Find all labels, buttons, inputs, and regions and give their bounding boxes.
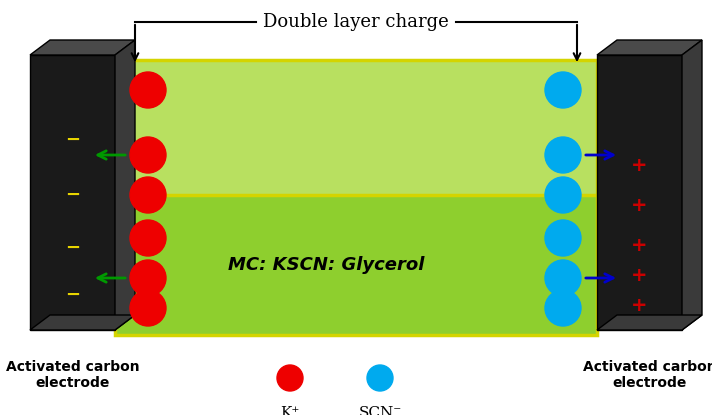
Text: +: + — [632, 266, 648, 285]
Text: +: + — [632, 156, 648, 174]
Polygon shape — [597, 315, 702, 330]
Text: +: + — [632, 235, 648, 254]
Polygon shape — [115, 195, 597, 335]
Circle shape — [130, 290, 166, 326]
Circle shape — [130, 137, 166, 173]
Circle shape — [130, 220, 166, 256]
Circle shape — [130, 260, 166, 296]
Circle shape — [545, 220, 581, 256]
Polygon shape — [30, 40, 135, 55]
Polygon shape — [115, 40, 135, 330]
Circle shape — [545, 177, 581, 213]
Text: SCN⁻: SCN⁻ — [358, 406, 402, 415]
Circle shape — [545, 72, 581, 108]
Text: K⁺: K⁺ — [281, 406, 300, 415]
Text: −: − — [65, 239, 80, 257]
Polygon shape — [115, 60, 597, 195]
Circle shape — [367, 365, 393, 391]
Polygon shape — [30, 315, 135, 330]
Text: +: + — [632, 295, 648, 315]
Circle shape — [130, 177, 166, 213]
Polygon shape — [597, 40, 702, 55]
Text: Activated carbon
electrode: Activated carbon electrode — [582, 360, 712, 390]
Circle shape — [545, 290, 581, 326]
Circle shape — [545, 137, 581, 173]
Text: −: − — [65, 186, 80, 204]
Circle shape — [130, 72, 166, 108]
Bar — [597, 55, 682, 330]
Text: Activated carbon
electrode: Activated carbon electrode — [6, 360, 140, 390]
Text: −: − — [65, 131, 80, 149]
Text: −: − — [65, 286, 80, 304]
Text: +: + — [632, 195, 648, 215]
Text: MC: KSCN: Glycerol: MC: KSCN: Glycerol — [228, 256, 424, 274]
Text: Double layer charge: Double layer charge — [263, 13, 449, 31]
Circle shape — [277, 365, 303, 391]
Bar — [115, 60, 597, 335]
Polygon shape — [682, 40, 702, 330]
Circle shape — [545, 260, 581, 296]
Bar — [30, 55, 115, 330]
